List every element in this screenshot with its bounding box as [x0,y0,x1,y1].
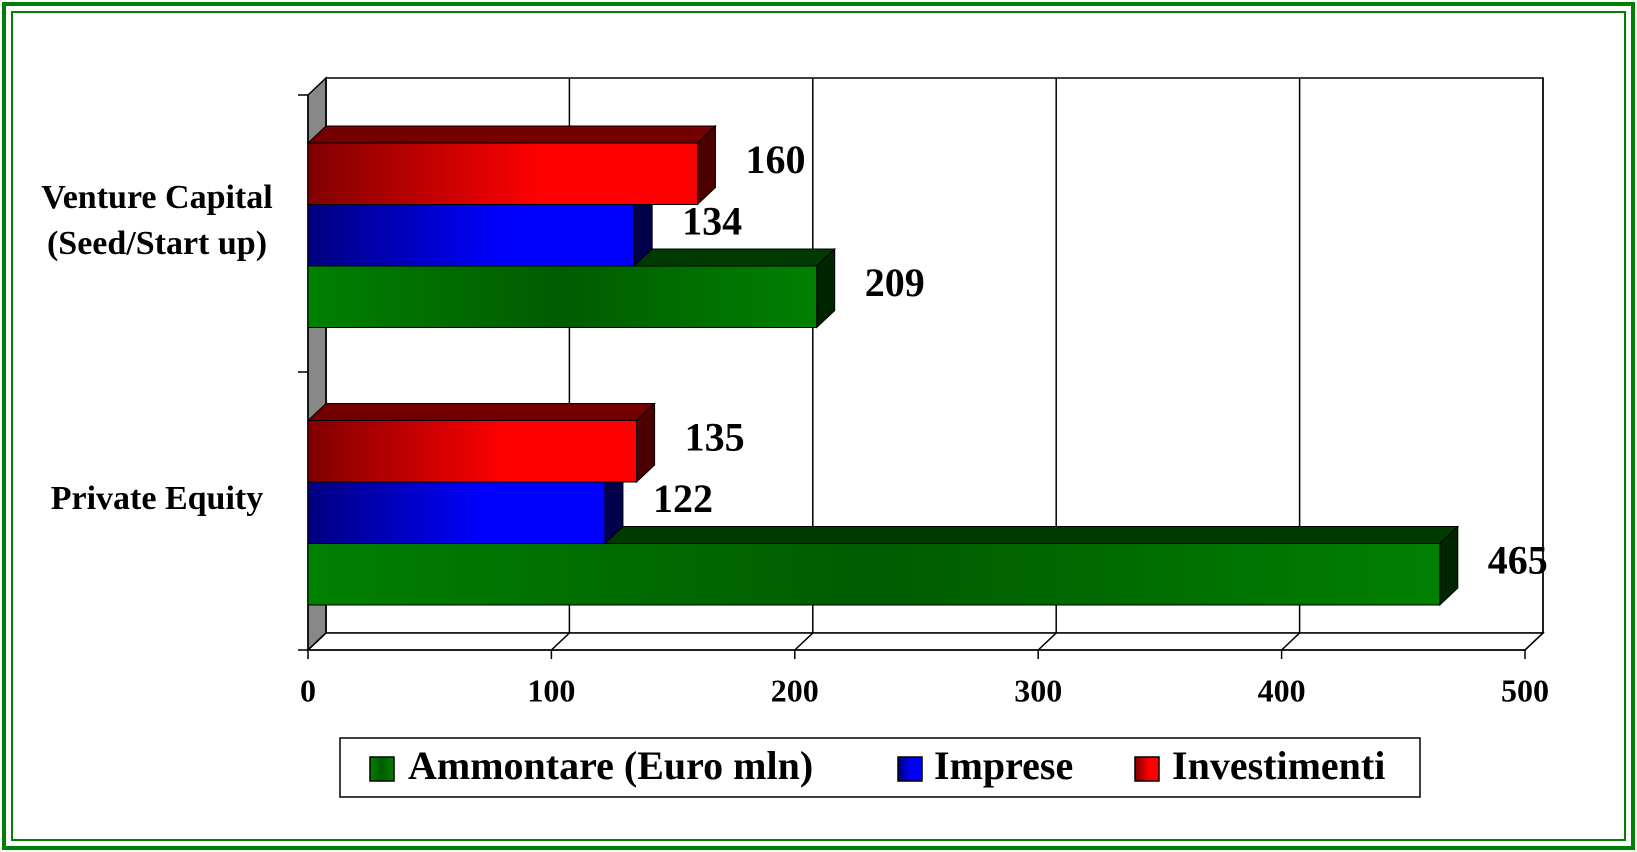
data-label: 134 [682,198,742,243]
bar-top [306,125,717,144]
x-tick-label: 0 [300,672,316,708]
legend-swatch [1134,756,1160,782]
floor [306,632,1545,651]
x-tick-label: 300 [1014,672,1062,708]
floor-grid-line [307,632,327,651]
bar-front [307,142,698,205]
bar-front [307,481,606,544]
x-tick-label: 500 [1501,672,1549,708]
floor-grid-line [1281,632,1301,651]
data-label: 465 [1488,537,1548,582]
legend-label: Investimenti [1172,743,1385,788]
data-label: 160 [745,137,805,182]
bar-top [306,403,656,421]
x-tick-label: 100 [527,672,575,708]
data-label: 135 [685,414,745,459]
legend [339,737,1421,798]
legend-label: Imprese [934,743,1073,788]
bar-front [307,420,638,483]
data-label: 209 [865,260,925,305]
bar [306,402,656,484]
floor-grid-line [794,632,814,651]
x-tick-label: 400 [1258,672,1306,708]
category-label: Venture Capital (Seed/Start up) [41,179,273,263]
category-label: Private Equity [50,479,264,517]
bar-front [307,204,635,267]
data-label: 122 [653,476,713,521]
legend-swatch [897,756,923,782]
floor-grid-line [1037,632,1057,651]
x-tick-label: 200 [771,672,819,708]
legend-swatch [369,756,395,782]
floor-grid-line [550,632,570,651]
floor-grid-line [1524,632,1544,651]
legend-label: Ammontare (Euro mln) [408,743,813,788]
bar-front [307,543,1441,606]
frame-inner [11,11,1626,841]
bar [306,124,717,206]
bar-front [307,265,818,328]
